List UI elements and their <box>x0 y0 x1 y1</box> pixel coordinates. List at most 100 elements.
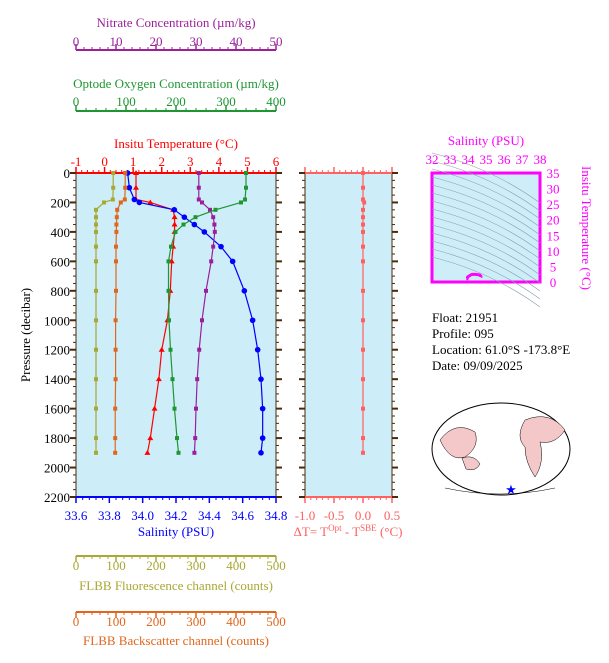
ts-temperature-tick-label: 30 <box>547 182 560 197</box>
temperature-point <box>147 199 154 205</box>
backscatter-tick-label: 500 <box>266 614 286 629</box>
fluorescence-point <box>102 200 106 205</box>
temperature-tick-label: 5 <box>244 154 251 169</box>
deltaT-point <box>361 406 365 411</box>
deltaT-point <box>361 347 365 352</box>
ts-salinity-tick-label: 34 <box>462 152 476 167</box>
density-contour <box>431 192 541 244</box>
temperature-tick-label: 1 <box>130 154 137 169</box>
backscatter-point <box>114 215 119 220</box>
nitrate-point <box>197 347 202 352</box>
pressure-tick-label: 0 <box>64 166 71 181</box>
backscatter-point <box>113 406 118 411</box>
backscatter-point <box>114 244 118 249</box>
backscatter-point <box>114 259 118 264</box>
fluorescence-tick-label: 100 <box>106 558 126 573</box>
nitrate-point <box>200 200 204 205</box>
temperature-tick-label: 3 <box>187 154 194 169</box>
ts-salinity-tick-label: 35 <box>480 152 493 167</box>
oxygen-point <box>176 450 181 455</box>
fluorescence-point <box>94 207 98 212</box>
backscatter-point <box>113 347 118 352</box>
deltaT-point <box>361 222 365 227</box>
pressure-tick-label: 1800 <box>44 431 70 446</box>
backscatter-tick-label: 400 <box>226 614 246 629</box>
salinity-point <box>171 207 178 213</box>
deltaT-point <box>361 377 365 382</box>
float-id: Float: 21951 <box>432 310 499 325</box>
map-land-australia <box>461 456 481 471</box>
backscatter-point <box>114 222 119 227</box>
nitrate-point <box>200 318 204 323</box>
backscatter-point <box>114 288 118 293</box>
fluorescence-tick-label: 500 <box>266 558 286 573</box>
ts-temperature-axis-title: Insitu Temperature (°C) <box>579 166 594 290</box>
map-land-asia <box>439 427 477 459</box>
nitrate-point <box>194 406 198 411</box>
backscatter-point <box>122 197 127 202</box>
deltaT-tick-label: 0.0 <box>355 508 371 523</box>
backscatter-point <box>123 171 128 175</box>
oxygen-point <box>213 207 218 212</box>
salinity-tick-label: 34.6 <box>231 508 254 523</box>
oxygen-tick-label: 200 <box>166 94 186 109</box>
backscatter-point <box>123 185 128 190</box>
nitrate-point <box>211 244 216 249</box>
salinity-point <box>181 214 188 220</box>
pressure-tick-label: 2200 <box>44 490 70 505</box>
oxygen-point <box>193 215 198 220</box>
nitrate-tick-label: 0 <box>73 34 80 49</box>
nitrate-point <box>211 215 216 220</box>
nitrate-axis-title: Nitrate Concentration (µm/kg) <box>96 15 255 30</box>
salinity-point <box>218 243 224 250</box>
ts-salinity-tick-label: 32 <box>426 152 439 167</box>
ts-salinity-tick-label: 37 <box>516 152 530 167</box>
pressure-tick-label: 1400 <box>44 372 70 387</box>
oxygen-point <box>169 244 173 249</box>
backscatter-point <box>113 318 118 323</box>
salinity-point <box>259 405 266 412</box>
location: Location: 61.0°S -173.8°E <box>432 342 571 357</box>
ts-temperature-tick-label: 35 <box>547 166 560 181</box>
nitrate-point <box>196 185 201 190</box>
fluorescence-point <box>94 222 98 227</box>
density-contour <box>431 168 541 220</box>
deltaT-point <box>361 185 365 190</box>
temperature-point <box>171 214 178 220</box>
ts-profile-curve <box>465 272 483 281</box>
nitrate-tick-label: 50 <box>270 34 283 49</box>
salinity-point <box>241 288 248 294</box>
deltaT-point <box>361 259 365 264</box>
backscatter-tick-label: 300 <box>186 614 206 629</box>
map-land-americas <box>519 416 566 478</box>
density-contour <box>431 216 541 268</box>
temperature-point <box>147 435 154 441</box>
fluorescence-point <box>94 436 98 441</box>
ts-salinity-tick-label: 33 <box>444 152 457 167</box>
density-contour <box>431 224 541 276</box>
salinity-point <box>249 317 256 324</box>
fluorescence-point <box>94 244 98 249</box>
map-land-antarctica <box>444 487 556 495</box>
nitrate-point <box>208 207 212 212</box>
deltaT-tick-label: 0.5 <box>384 508 400 523</box>
temperature-tick-label: -1 <box>71 154 82 169</box>
oxygen-point <box>243 197 247 202</box>
backscatter-tick-label: 0 <box>73 614 80 629</box>
backscatter-axis-title: FLBB Backscatter channel (counts) <box>83 633 269 648</box>
salinity-tick-label: 34.2 <box>165 508 188 523</box>
pressure-tick-label: 800 <box>51 284 71 299</box>
fluorescence-point <box>94 259 98 264</box>
density-contour <box>431 248 541 300</box>
salinity-point <box>258 450 264 456</box>
main-plot-area <box>75 172 277 498</box>
pressure-tick-label: 1200 <box>44 343 70 358</box>
salinity-tick-label: 33.6 <box>65 508 88 523</box>
delta-t-plot-area <box>304 172 393 498</box>
fluorescence-point <box>94 450 98 455</box>
density-contour <box>431 184 541 236</box>
deltaT-point <box>361 207 365 212</box>
temperature-point <box>151 405 158 411</box>
oxygen-point <box>244 185 248 190</box>
ts-temperature-tick-label: 20 <box>547 213 560 228</box>
